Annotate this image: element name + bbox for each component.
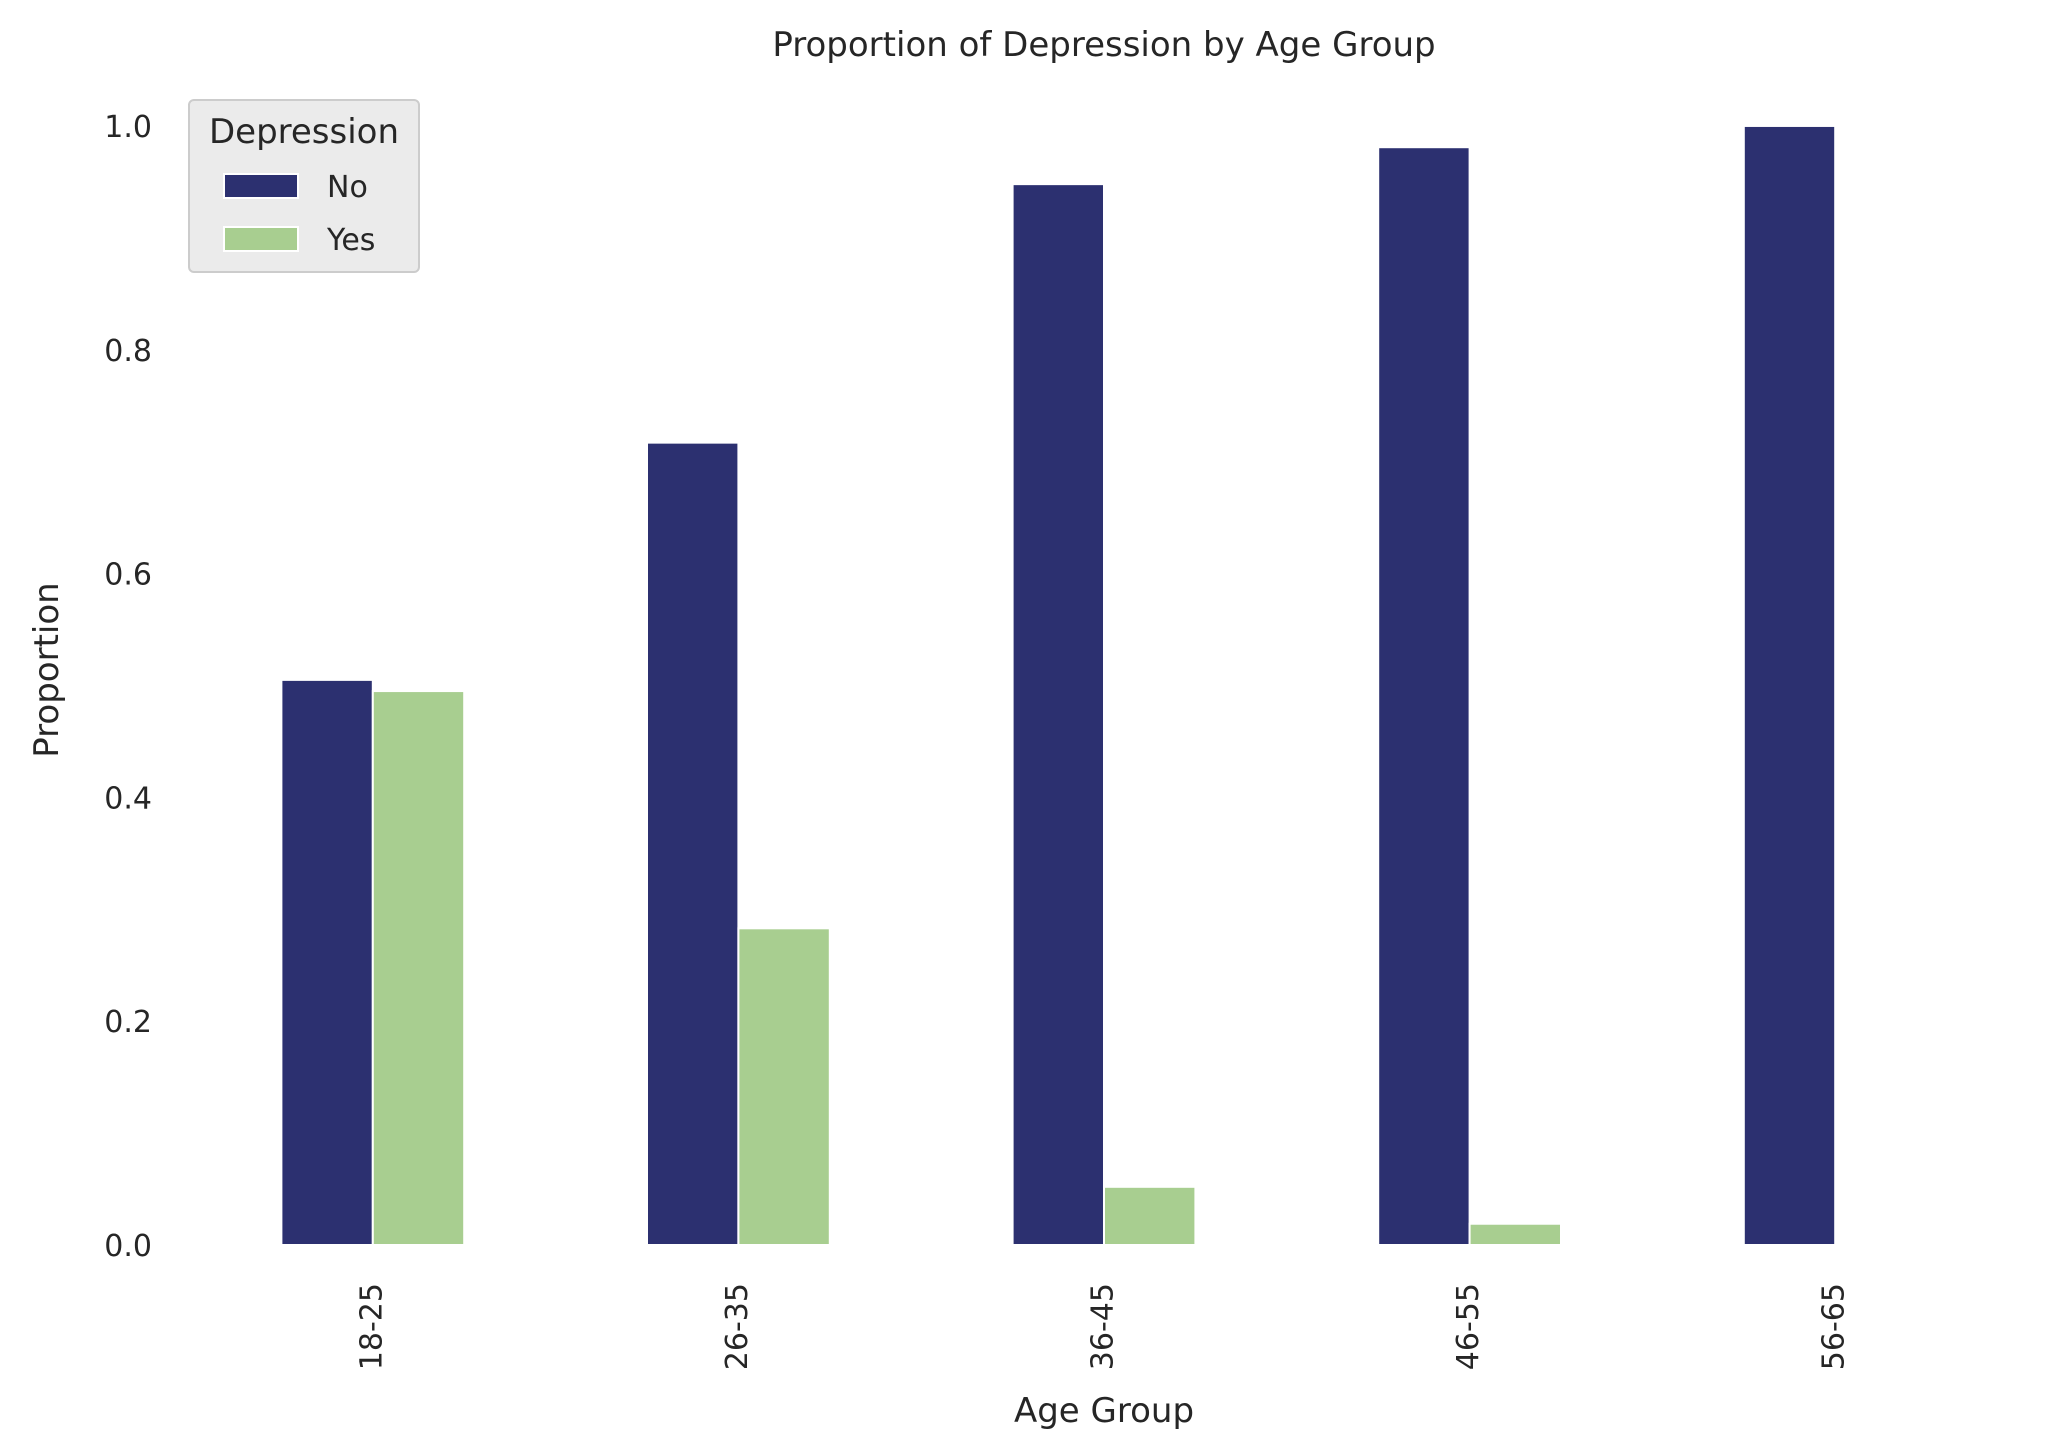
y-tick-label: 0.2: [104, 1005, 152, 1040]
y-axis-label: Proportion: [27, 582, 67, 757]
bar-yes-46-55: [1468, 1222, 1562, 1246]
bars-layer: [280, 124, 1837, 1247]
legend-swatch-no: [223, 173, 299, 199]
x-tick-label: 26-35: [720, 1283, 755, 1370]
x-tick-label: 18-25: [354, 1283, 389, 1370]
y-tick-label: 0.0: [104, 1229, 152, 1264]
legend: Depression No Yes: [188, 99, 420, 273]
bar-no-46-55: [1377, 146, 1471, 1247]
x-tick-label: 36-45: [1086, 1283, 1121, 1370]
bar-no-26-35: [646, 441, 740, 1246]
bar-yes-18-25: [371, 690, 466, 1246]
y-tick-label: 0.6: [104, 558, 152, 593]
chart-title: Proportion of Depression by Age Group: [772, 25, 1435, 65]
y-tick-label: 0.8: [104, 334, 152, 369]
bar-no-56-65: [1742, 124, 1837, 1247]
bar-yes-36-45: [1103, 1185, 1197, 1247]
bar-no-36-45: [1011, 183, 1105, 1246]
legend-label-no: No: [327, 170, 368, 205]
x-tick-label: 46-55: [1451, 1283, 1486, 1370]
y-tick-label: 1.0: [104, 110, 152, 145]
legend-swatch-yes: [223, 226, 299, 252]
x-axis-label: Age Group: [1014, 1391, 1194, 1431]
legend-label-yes: Yes: [326, 223, 375, 258]
legend-entries: No Yes: [223, 170, 375, 258]
y-tick-label: 0.4: [104, 781, 152, 816]
legend-title: Depression: [209, 112, 399, 152]
bar-yes-26-35: [737, 927, 831, 1246]
x-tick-label: 56-65: [1817, 1283, 1852, 1370]
ticks-layer: 18-25 26-35 36-45 46-55 56-65 0.0 0.2 0.4 0.6 0.8…: [104, 110, 1851, 1370]
bar-no-18-25: [280, 678, 374, 1246]
